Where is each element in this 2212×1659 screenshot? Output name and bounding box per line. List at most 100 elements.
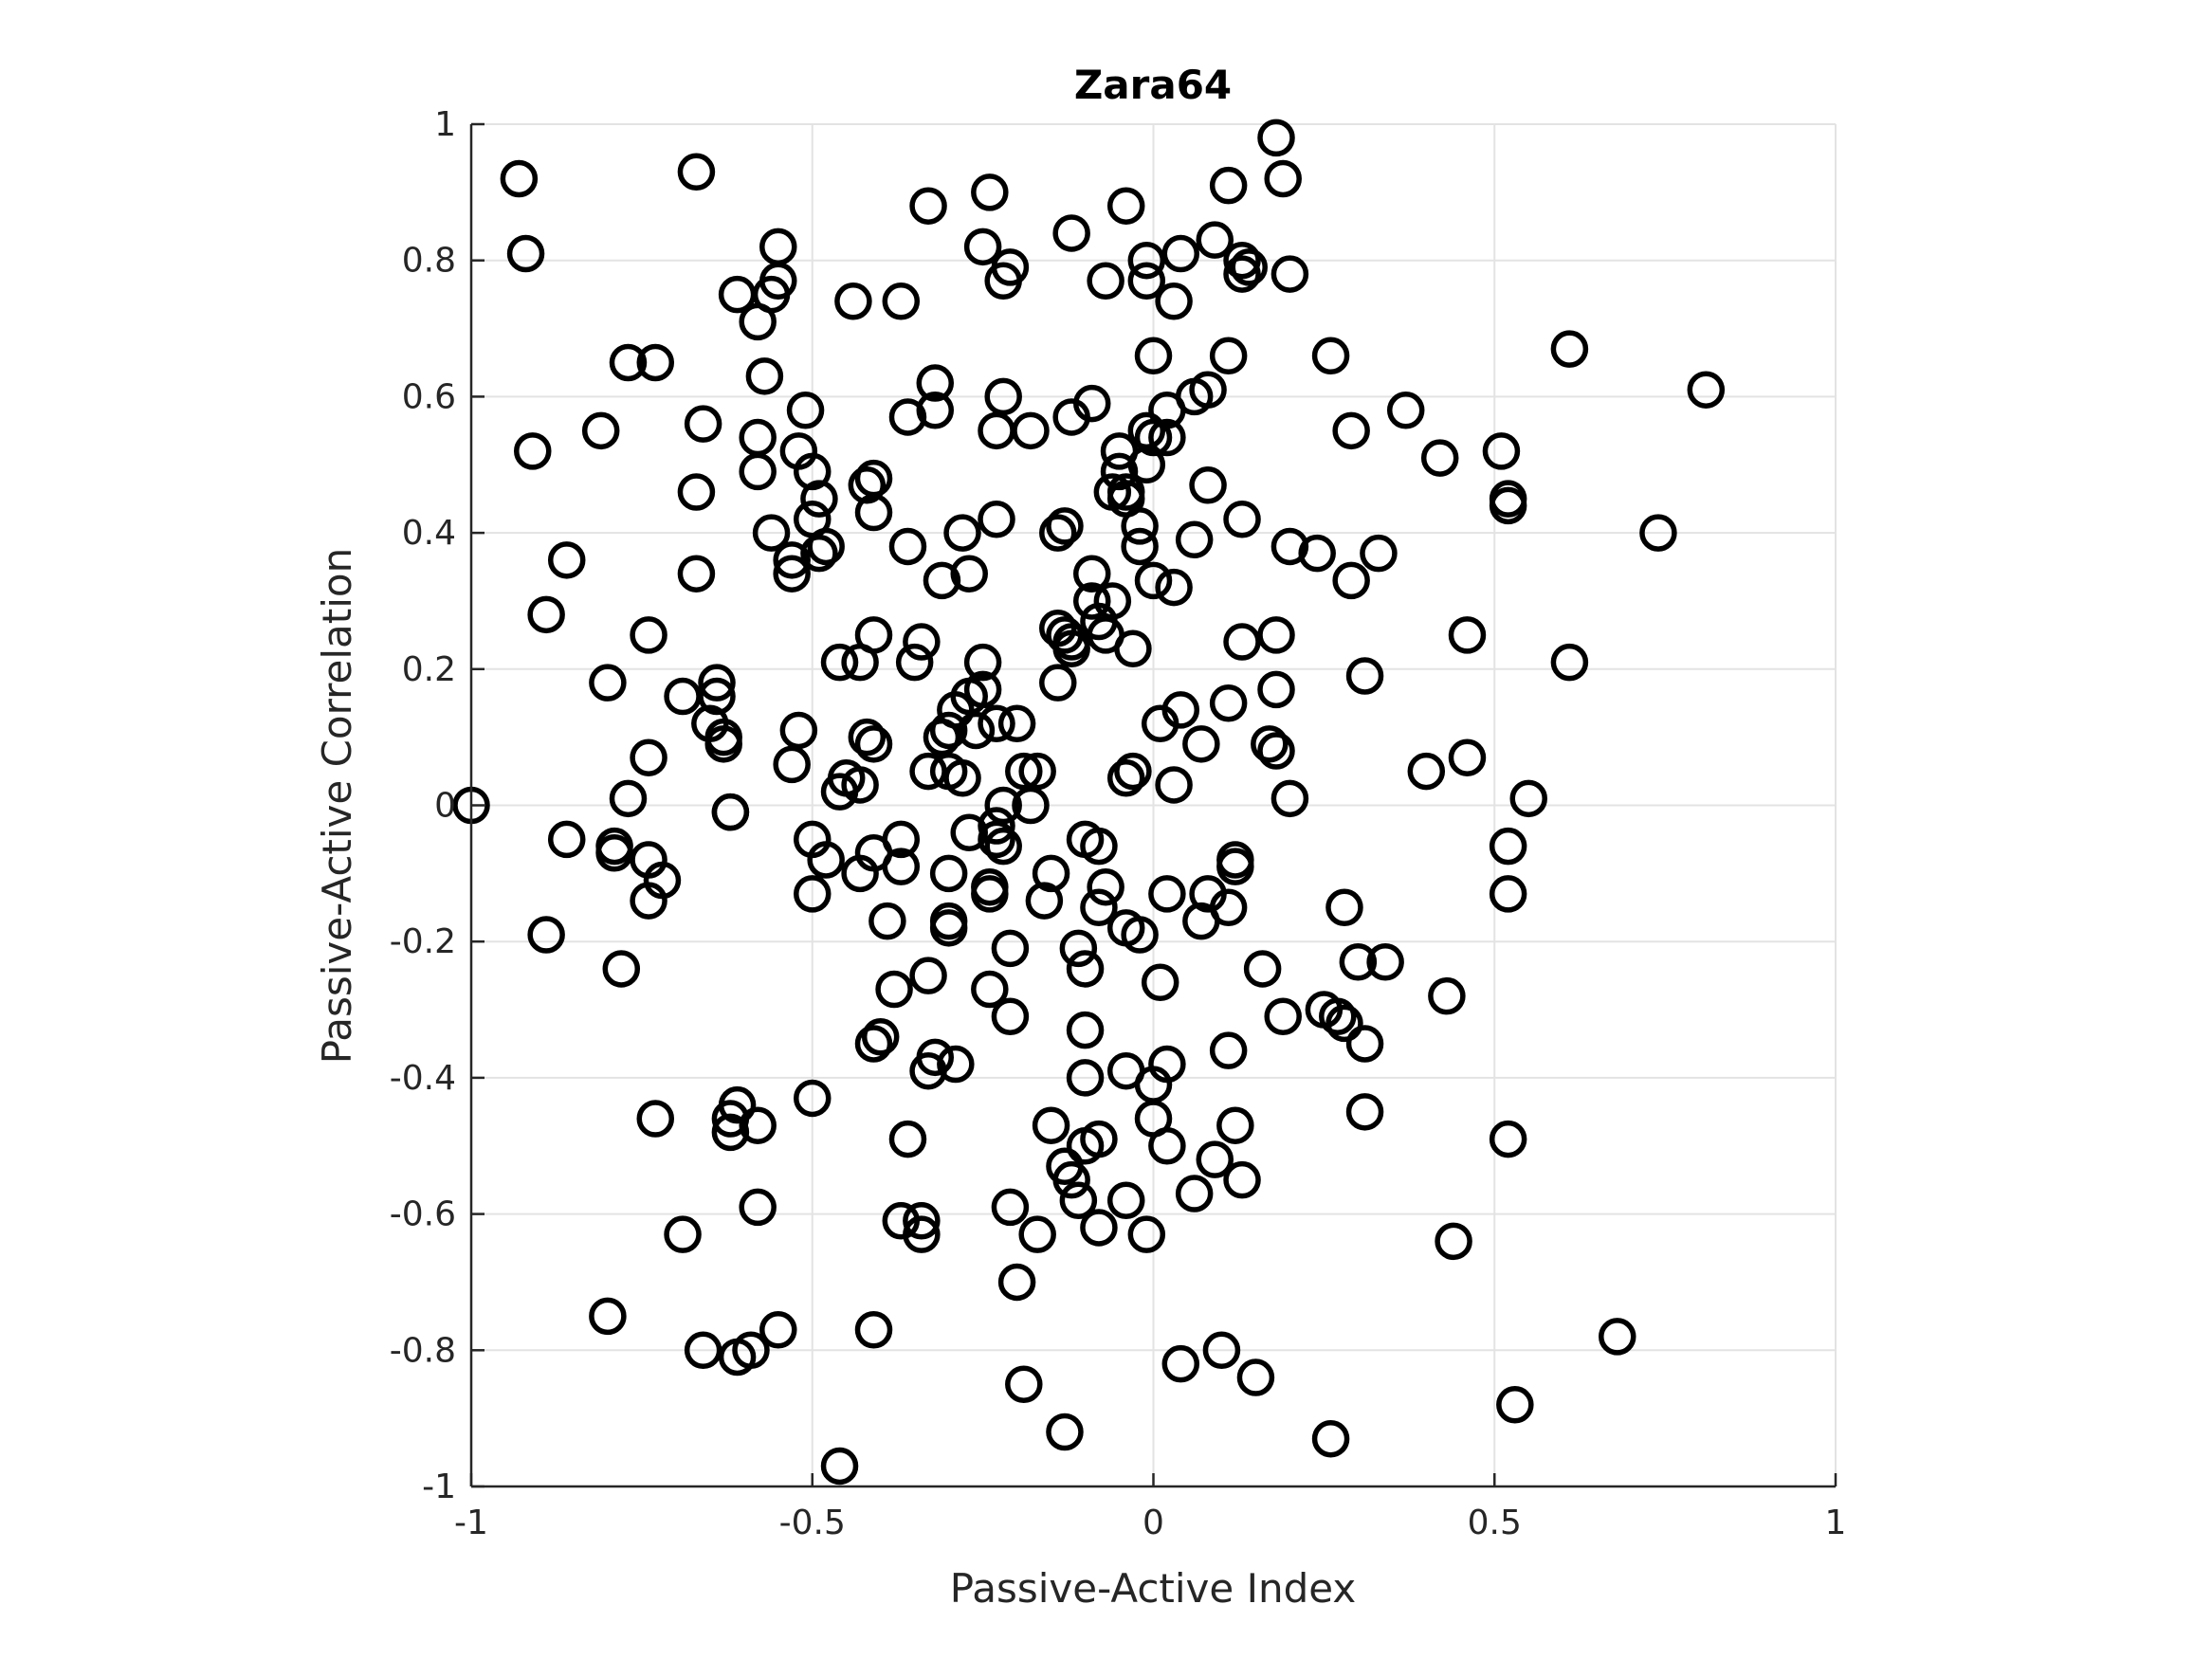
y-tick-label: 0.4 bbox=[402, 514, 456, 553]
data-point bbox=[984, 827, 1022, 866]
data-point bbox=[1360, 534, 1398, 573]
data-point bbox=[978, 500, 1015, 538]
data-point bbox=[1428, 976, 1466, 1015]
data-point bbox=[1161, 1344, 1200, 1383]
data-point bbox=[943, 514, 981, 552]
data-point bbox=[664, 677, 702, 716]
data-point bbox=[841, 643, 879, 682]
x-tick-label: 0 bbox=[1143, 1504, 1164, 1542]
data-point bbox=[1148, 418, 1186, 457]
data-point bbox=[698, 664, 736, 702]
data-point bbox=[1482, 432, 1521, 470]
data-point bbox=[684, 1331, 722, 1370]
data-point bbox=[1209, 337, 1248, 375]
data-point bbox=[1209, 166, 1248, 205]
data-point bbox=[739, 452, 777, 491]
data-point bbox=[1639, 514, 1677, 552]
data-point bbox=[854, 1310, 893, 1349]
data-point bbox=[1046, 1413, 1084, 1451]
data-point bbox=[595, 834, 633, 872]
data-point bbox=[1134, 337, 1173, 375]
data-point bbox=[1059, 929, 1098, 968]
data-point bbox=[1106, 759, 1145, 797]
data-point bbox=[971, 173, 1009, 211]
data-point bbox=[1311, 337, 1350, 375]
data-point bbox=[739, 1106, 777, 1144]
data-point bbox=[704, 725, 742, 763]
data-point bbox=[636, 1100, 675, 1138]
data-point bbox=[1264, 997, 1302, 1035]
data-point bbox=[1072, 384, 1111, 423]
data-point bbox=[997, 704, 1036, 743]
data-point bbox=[589, 1297, 627, 1336]
data-point bbox=[978, 807, 1015, 845]
data-point bbox=[929, 711, 968, 750]
data-point bbox=[1182, 725, 1220, 763]
data-point bbox=[1489, 480, 1527, 518]
x-tick-label: 1 bbox=[1825, 1504, 1847, 1542]
data-point bbox=[991, 1188, 1030, 1227]
data-point bbox=[800, 480, 838, 518]
data-point bbox=[929, 909, 968, 947]
data-point bbox=[786, 392, 825, 429]
data-point bbox=[1148, 875, 1186, 913]
data-point bbox=[971, 875, 1009, 913]
data-point bbox=[1127, 262, 1166, 301]
data-point bbox=[1134, 561, 1173, 600]
data-point bbox=[963, 228, 1002, 266]
data-point bbox=[1141, 704, 1179, 743]
data-point bbox=[1366, 943, 1404, 981]
data-point bbox=[739, 302, 777, 341]
data-point bbox=[1448, 738, 1487, 776]
data-point bbox=[630, 738, 667, 776]
data-point bbox=[643, 861, 682, 900]
data-point bbox=[1182, 902, 1220, 940]
data-point bbox=[1127, 446, 1166, 483]
data-point bbox=[868, 902, 906, 940]
data-point bbox=[1489, 875, 1527, 913]
data-point bbox=[1012, 786, 1050, 825]
data-point bbox=[1216, 1106, 1254, 1144]
chart-title: Zara64 bbox=[1074, 62, 1232, 108]
data-point bbox=[794, 875, 832, 913]
data-point bbox=[1311, 1419, 1350, 1458]
data-point bbox=[978, 411, 1015, 450]
data-point bbox=[773, 541, 811, 579]
data-point bbox=[1121, 507, 1159, 545]
y-tick-label: 1 bbox=[434, 105, 456, 144]
data-point bbox=[1209, 1031, 1248, 1069]
data-point bbox=[1018, 1215, 1056, 1253]
data-point bbox=[1066, 820, 1105, 859]
data-point bbox=[800, 534, 838, 573]
data-point bbox=[1072, 582, 1111, 620]
data-point bbox=[834, 283, 872, 320]
data-point bbox=[664, 1215, 702, 1253]
data-point bbox=[1155, 766, 1193, 804]
data-point bbox=[1448, 616, 1487, 654]
data-point bbox=[1257, 732, 1295, 770]
data-point bbox=[1271, 527, 1309, 566]
data-point bbox=[1325, 888, 1363, 927]
data-point bbox=[888, 1120, 927, 1158]
data-point bbox=[759, 1310, 797, 1349]
data-point bbox=[984, 262, 1022, 301]
data-point bbox=[589, 664, 627, 702]
data-point bbox=[1196, 221, 1234, 259]
data-point bbox=[752, 514, 791, 552]
data-point bbox=[1175, 520, 1214, 559]
data-point bbox=[848, 718, 887, 757]
data-point bbox=[745, 357, 784, 395]
data-point bbox=[1420, 439, 1459, 477]
data-point bbox=[903, 623, 941, 661]
data-point bbox=[1072, 555, 1111, 592]
data-point bbox=[1121, 916, 1159, 954]
data-point bbox=[677, 473, 716, 511]
data-point bbox=[527, 595, 565, 634]
data-point bbox=[506, 234, 545, 273]
data-point bbox=[1189, 371, 1227, 409]
data-point bbox=[950, 813, 988, 851]
y-tick-label: 0.2 bbox=[402, 650, 456, 689]
data-point bbox=[1209, 684, 1248, 722]
data-point bbox=[739, 418, 777, 457]
